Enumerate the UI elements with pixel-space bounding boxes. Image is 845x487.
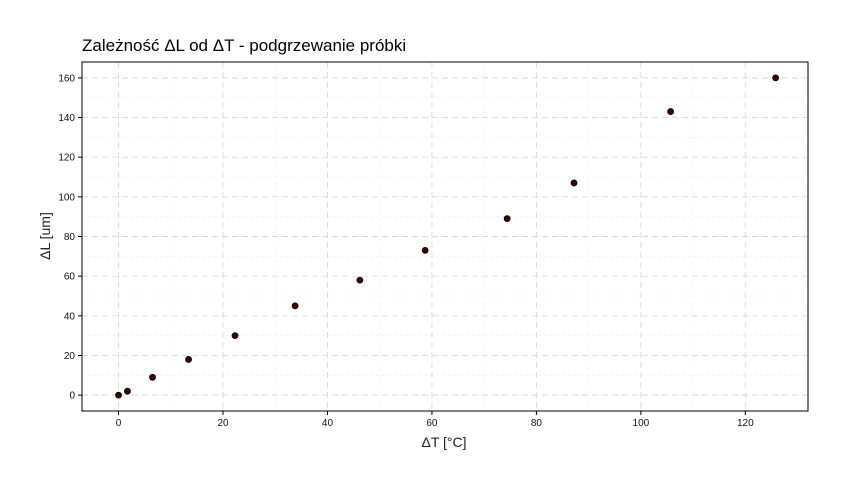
- data-point: [115, 391, 122, 399]
- grid: [82, 62, 808, 411]
- y-tick-label: 120: [58, 153, 75, 164]
- y-tick-label: 60: [64, 272, 76, 283]
- data-point: [231, 332, 239, 340]
- data-point: [667, 108, 675, 115]
- x-tick-label: 60: [426, 418, 438, 429]
- x-tick-label: 0: [116, 418, 122, 429]
- data-point: [124, 387, 131, 395]
- x-tick-label: 40: [322, 418, 334, 429]
- data-point: [356, 276, 364, 284]
- data-point: [291, 302, 299, 310]
- y-tick-label: 20: [64, 351, 76, 362]
- data-point: [149, 373, 156, 381]
- data-points: [115, 74, 780, 399]
- data-point: [772, 74, 780, 82]
- chart-title: Zależność ΔL od ΔT - podgrzewanie próbki: [82, 36, 406, 55]
- y-tick-label: 100: [58, 192, 75, 203]
- y-axis: 0 20 40 60 80 100 120 140 160: [58, 73, 82, 402]
- y-tick-label: 160: [58, 73, 75, 84]
- y-tick-label: 140: [58, 113, 75, 124]
- y-axis-title: ΔL [um]: [37, 212, 53, 260]
- x-tick-label: 80: [531, 418, 543, 429]
- data-point: [421, 246, 429, 254]
- y-tick-label: 0: [69, 391, 75, 402]
- data-point: [503, 215, 511, 223]
- y-tick-label: 80: [64, 232, 76, 243]
- data-point: [185, 356, 192, 363]
- x-axis: 0 20 40 60 80 100 120: [116, 411, 754, 429]
- data-point: [570, 179, 578, 187]
- x-tick-label: 20: [217, 418, 229, 429]
- x-tick-label: 100: [633, 418, 650, 429]
- x-axis-title: ΔT [°C]: [421, 434, 466, 450]
- y-tick-label: 40: [64, 311, 76, 322]
- x-tick-label: 120: [737, 418, 754, 429]
